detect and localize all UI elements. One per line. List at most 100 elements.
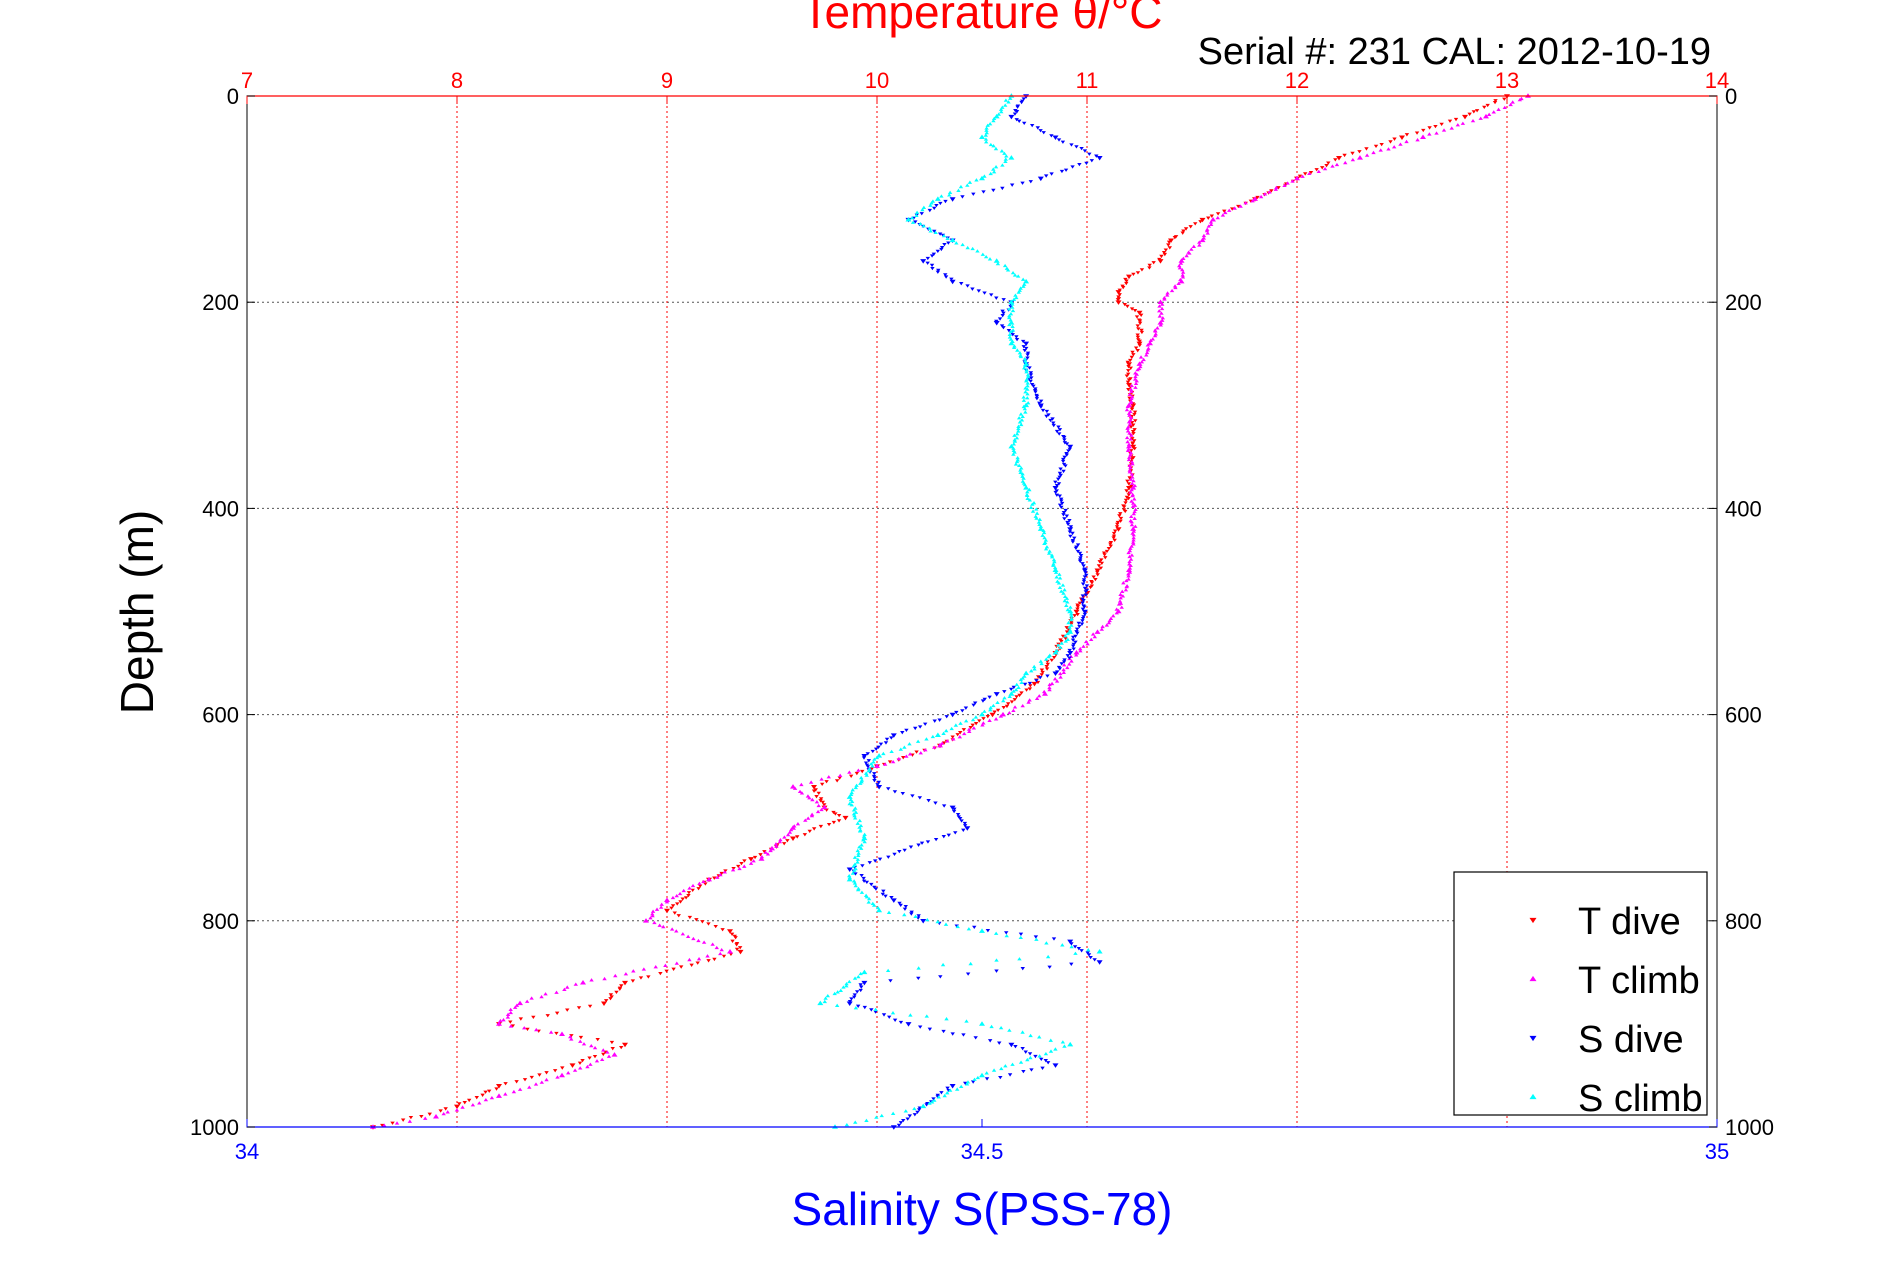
t-climb-point <box>1058 675 1063 679</box>
s-dive-point <box>937 718 942 722</box>
t-climb-point <box>1132 503 1138 507</box>
s-dive-point <box>1001 298 1006 302</box>
depth-tick-label-left: 200 <box>202 290 239 315</box>
s-dive-point <box>1049 172 1054 176</box>
s-dive-point <box>1057 503 1063 507</box>
s-dive-point <box>924 1103 929 1107</box>
t-climb-point <box>1215 215 1220 220</box>
s-dive-point <box>1069 143 1074 147</box>
s-climb-point <box>1068 617 1074 622</box>
t-dive-point <box>1166 240 1172 244</box>
t-climb-point <box>697 881 702 885</box>
s-climb-point <box>993 113 1000 119</box>
s-dive-point <box>985 929 991 933</box>
t-dive-point <box>1115 298 1121 302</box>
s-climb-point <box>1003 103 1008 107</box>
t-dive-point <box>887 760 893 764</box>
t-dive-point <box>522 1078 528 1082</box>
t-climb-point <box>1160 318 1165 322</box>
t-climb-point <box>819 807 824 812</box>
s-dive-point <box>1050 417 1055 421</box>
t-dive-point <box>474 1096 479 1100</box>
s-dive-point <box>1061 660 1067 664</box>
s-climb-point <box>1016 685 1021 690</box>
t-climb-point <box>1470 118 1476 123</box>
t-climb-point <box>1126 411 1132 415</box>
t-climb-point <box>1104 623 1110 627</box>
t-dive-point <box>1336 156 1342 161</box>
s-dive-point <box>1082 612 1088 617</box>
t-dive-point <box>1188 225 1193 229</box>
t-dive-point <box>1115 290 1122 295</box>
t-dive-point <box>1131 353 1136 357</box>
s-climb-point <box>993 146 999 151</box>
s-dive-point <box>1072 945 1078 949</box>
t-climb-point <box>1491 110 1496 114</box>
s-dive-point <box>989 293 994 297</box>
t-dive-point <box>1093 577 1098 582</box>
s-climb-point <box>983 254 989 259</box>
t-climb-point <box>1042 691 1048 696</box>
s-climb-point <box>984 130 989 135</box>
s-climb-point <box>1096 949 1103 954</box>
s-climb-point <box>1052 567 1059 573</box>
t-climb-point <box>797 789 803 794</box>
s-dive-point <box>1027 366 1032 370</box>
s-climb-point <box>963 719 969 723</box>
s-dive-point <box>1048 418 1053 423</box>
t-climb-point <box>1371 150 1376 155</box>
s-climb-point <box>855 860 860 864</box>
s-climb-point <box>988 171 993 176</box>
t-climb-point <box>407 1119 413 1123</box>
s-climb-point <box>870 764 875 768</box>
t-climb-point <box>1129 383 1134 388</box>
t-dive-point <box>733 936 738 940</box>
s-dive-point <box>970 287 975 291</box>
t-dive-point <box>577 1061 583 1065</box>
legend-label-s-climb: S climb <box>1578 1078 1703 1120</box>
t-climb-point <box>548 1030 554 1034</box>
s-dive-point <box>1071 647 1076 651</box>
t-climb-point <box>1173 285 1178 290</box>
t-dive-point <box>1151 261 1156 265</box>
s-dive-point <box>1058 467 1063 471</box>
t-climb-point <box>562 987 567 991</box>
t-dive-point <box>1059 639 1064 644</box>
s-dive-point <box>873 747 879 751</box>
t-dive-point <box>1111 536 1116 540</box>
t-dive-point <box>1077 601 1083 605</box>
s-climb-point <box>954 1087 960 1091</box>
t-climb-point <box>799 791 805 795</box>
s-dive-point <box>1067 939 1074 945</box>
s-dive-point <box>1043 174 1049 178</box>
s-dive-point <box>1071 644 1076 648</box>
t-dive-point <box>552 1069 558 1073</box>
s-climb-point <box>1067 1041 1074 1047</box>
t-dive-point <box>1471 110 1477 114</box>
s-dive-point <box>938 201 943 206</box>
t-climb-point <box>1282 183 1287 188</box>
s-climb-point <box>846 794 853 799</box>
s-dive-point <box>987 695 992 699</box>
t-climb-point <box>1517 97 1523 102</box>
s-climb-point <box>1013 293 1018 297</box>
s-dive-point <box>884 737 890 742</box>
s-climb-point <box>924 737 929 741</box>
s-dive-point <box>1053 490 1058 495</box>
s-climb-point <box>862 832 867 836</box>
s-dive-point <box>1028 180 1033 184</box>
s-dive-point <box>1052 485 1059 491</box>
s-climb-point <box>1008 337 1014 341</box>
s-dive-point <box>1080 594 1086 598</box>
t-climb-point <box>1420 134 1426 140</box>
s-dive-point <box>1027 1052 1033 1056</box>
t-climb-point <box>1334 162 1340 167</box>
s-climb-point <box>1012 433 1017 437</box>
t-climb-point <box>727 949 733 954</box>
t-dive-point <box>466 1098 472 1103</box>
s-climb-point <box>1041 530 1047 535</box>
s-climb-point <box>1003 157 1008 161</box>
s-dive-point <box>1084 584 1090 588</box>
s-dive-point <box>858 983 863 987</box>
t-dive-point <box>1135 333 1140 337</box>
